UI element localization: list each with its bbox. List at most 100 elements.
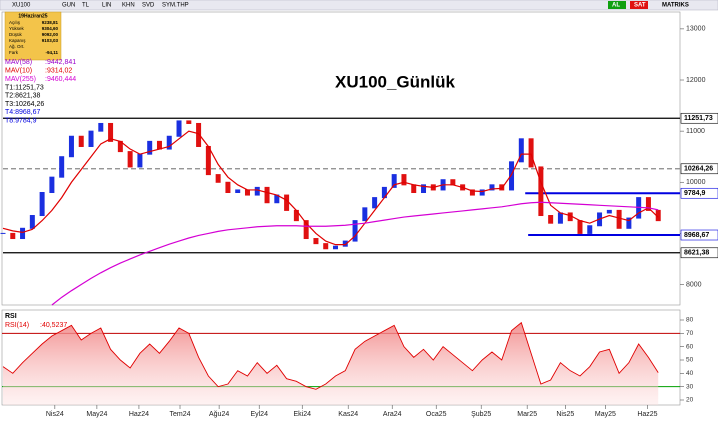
legend-name: MAV(255) bbox=[5, 76, 36, 83]
x-tick-label: Kas24 bbox=[338, 411, 358, 418]
ma-line bbox=[2, 130, 659, 246]
toolbar-item[interactable]: TL bbox=[82, 3, 90, 9]
price-bar bbox=[655, 209, 661, 222]
price-bar bbox=[557, 212, 563, 224]
price-bar bbox=[88, 130, 94, 147]
legend-name: RSI(14) bbox=[5, 322, 29, 329]
price-bar bbox=[616, 209, 622, 229]
level-label: 8621,38 bbox=[684, 250, 709, 257]
price-bar bbox=[196, 122, 202, 147]
level-label-box bbox=[680, 163, 718, 175]
x-tick-label: Eyl24 bbox=[250, 411, 268, 418]
level-label-box bbox=[680, 247, 718, 259]
price-bar bbox=[244, 189, 250, 196]
price-bar bbox=[10, 232, 16, 240]
info-value: 9304,60 bbox=[42, 26, 59, 31]
toolbar-button-bg bbox=[658, 1, 692, 9]
annotation: T4:8968,67 bbox=[5, 109, 41, 116]
chart-title: XU100_Günlük bbox=[335, 72, 456, 91]
price-bar bbox=[411, 184, 417, 194]
annotation: T2:8621,38 bbox=[5, 93, 41, 100]
info-label: Yüksek bbox=[9, 26, 25, 31]
price-bar bbox=[303, 220, 309, 240]
level-label: 8968,67 bbox=[684, 232, 709, 239]
toolbar-item[interactable]: GUN bbox=[62, 3, 75, 9]
legend-value: :9460,444 bbox=[45, 76, 76, 83]
ma-line bbox=[51, 201, 659, 306]
price-bar bbox=[166, 135, 172, 150]
legend-value: :9314,02 bbox=[45, 67, 72, 74]
rsi-area bbox=[3, 322, 659, 405]
x-tick-label: Mar25 bbox=[517, 411, 537, 418]
price-bar bbox=[421, 184, 427, 194]
info-label: Açılış bbox=[9, 20, 21, 25]
price-bar bbox=[59, 156, 65, 178]
toolbar bbox=[0, 0, 718, 11]
price-bar bbox=[587, 225, 593, 234]
toolbar-button[interactable]: AL bbox=[612, 3, 620, 9]
price-bar bbox=[450, 179, 456, 186]
price-bar bbox=[372, 197, 378, 209]
price-bar bbox=[274, 194, 280, 204]
toolbar-item[interactable]: SVD bbox=[142, 3, 155, 9]
toolbar-button[interactable]: SAT bbox=[634, 3, 646, 9]
price-bar bbox=[186, 120, 192, 124]
x-tick-label: Şub25 bbox=[471, 411, 491, 418]
level-label-box bbox=[680, 229, 718, 241]
info-date: 19Haziran25 bbox=[18, 13, 47, 19]
info-label: Kapanış bbox=[9, 38, 26, 43]
price-bar bbox=[29, 215, 35, 229]
price-bar bbox=[235, 189, 241, 194]
info-label: Ağ. Ort. bbox=[9, 44, 25, 49]
legend-value: :40,5237 bbox=[40, 322, 67, 329]
price-bar bbox=[626, 217, 632, 229]
x-tick-label: May24 bbox=[86, 411, 107, 418]
price-bar bbox=[39, 192, 45, 217]
price-bar bbox=[0, 232, 6, 234]
price-bar bbox=[469, 189, 475, 196]
price-bar bbox=[293, 209, 299, 222]
info-box bbox=[4, 11, 62, 61]
price-bar bbox=[391, 174, 397, 188]
price-bar bbox=[254, 186, 260, 196]
x-tick-label: Oca25 bbox=[426, 411, 447, 418]
price-bar bbox=[78, 135, 84, 147]
toolbar-item[interactable]: KHN bbox=[122, 3, 135, 9]
x-tick-label: May25 bbox=[595, 411, 616, 418]
price-bar bbox=[342, 240, 348, 247]
toolbar-item[interactable]: LIN bbox=[102, 3, 111, 9]
price-bar bbox=[156, 140, 162, 150]
price-bar bbox=[401, 174, 407, 186]
x-tick-label: Haz24 bbox=[129, 411, 149, 418]
y-tick-label: 13000 bbox=[686, 26, 706, 33]
toolbar-item[interactable]: SYM.THP bbox=[162, 3, 189, 9]
annotation: T3:10264,26 bbox=[5, 101, 44, 108]
price-bar bbox=[147, 140, 153, 155]
price-bar bbox=[225, 181, 231, 194]
price-bar bbox=[313, 238, 319, 245]
price-bar bbox=[176, 120, 182, 137]
y-tick-label: 70 bbox=[686, 330, 694, 337]
price-bar bbox=[606, 209, 612, 214]
toolbar-button[interactable]: MATRIKS bbox=[662, 3, 689, 9]
x-tick-label: Nis24 bbox=[46, 411, 64, 418]
price-bar bbox=[538, 166, 544, 217]
price-bar bbox=[137, 153, 143, 168]
price-bar bbox=[645, 197, 651, 211]
price-bar bbox=[567, 212, 573, 222]
price-bar bbox=[284, 194, 290, 211]
legend-name: MAV(10) bbox=[5, 67, 32, 74]
annotation: T1:11251,73 bbox=[5, 84, 44, 91]
y-tick-label: 60 bbox=[686, 343, 694, 350]
level-label-box bbox=[680, 187, 718, 199]
rsi-title: RSI bbox=[5, 313, 17, 320]
x-tick-label: Nis25 bbox=[556, 411, 574, 418]
x-tick-label: Eki24 bbox=[293, 411, 311, 418]
price-bar bbox=[264, 186, 270, 204]
price-bar bbox=[205, 145, 211, 176]
info-value: 9238,81 bbox=[42, 20, 59, 25]
toolbar-symbol[interactable]: XU100 bbox=[12, 3, 31, 9]
info-value: 9103,03 bbox=[42, 38, 59, 43]
legend-value: :9442,841 bbox=[45, 59, 76, 66]
